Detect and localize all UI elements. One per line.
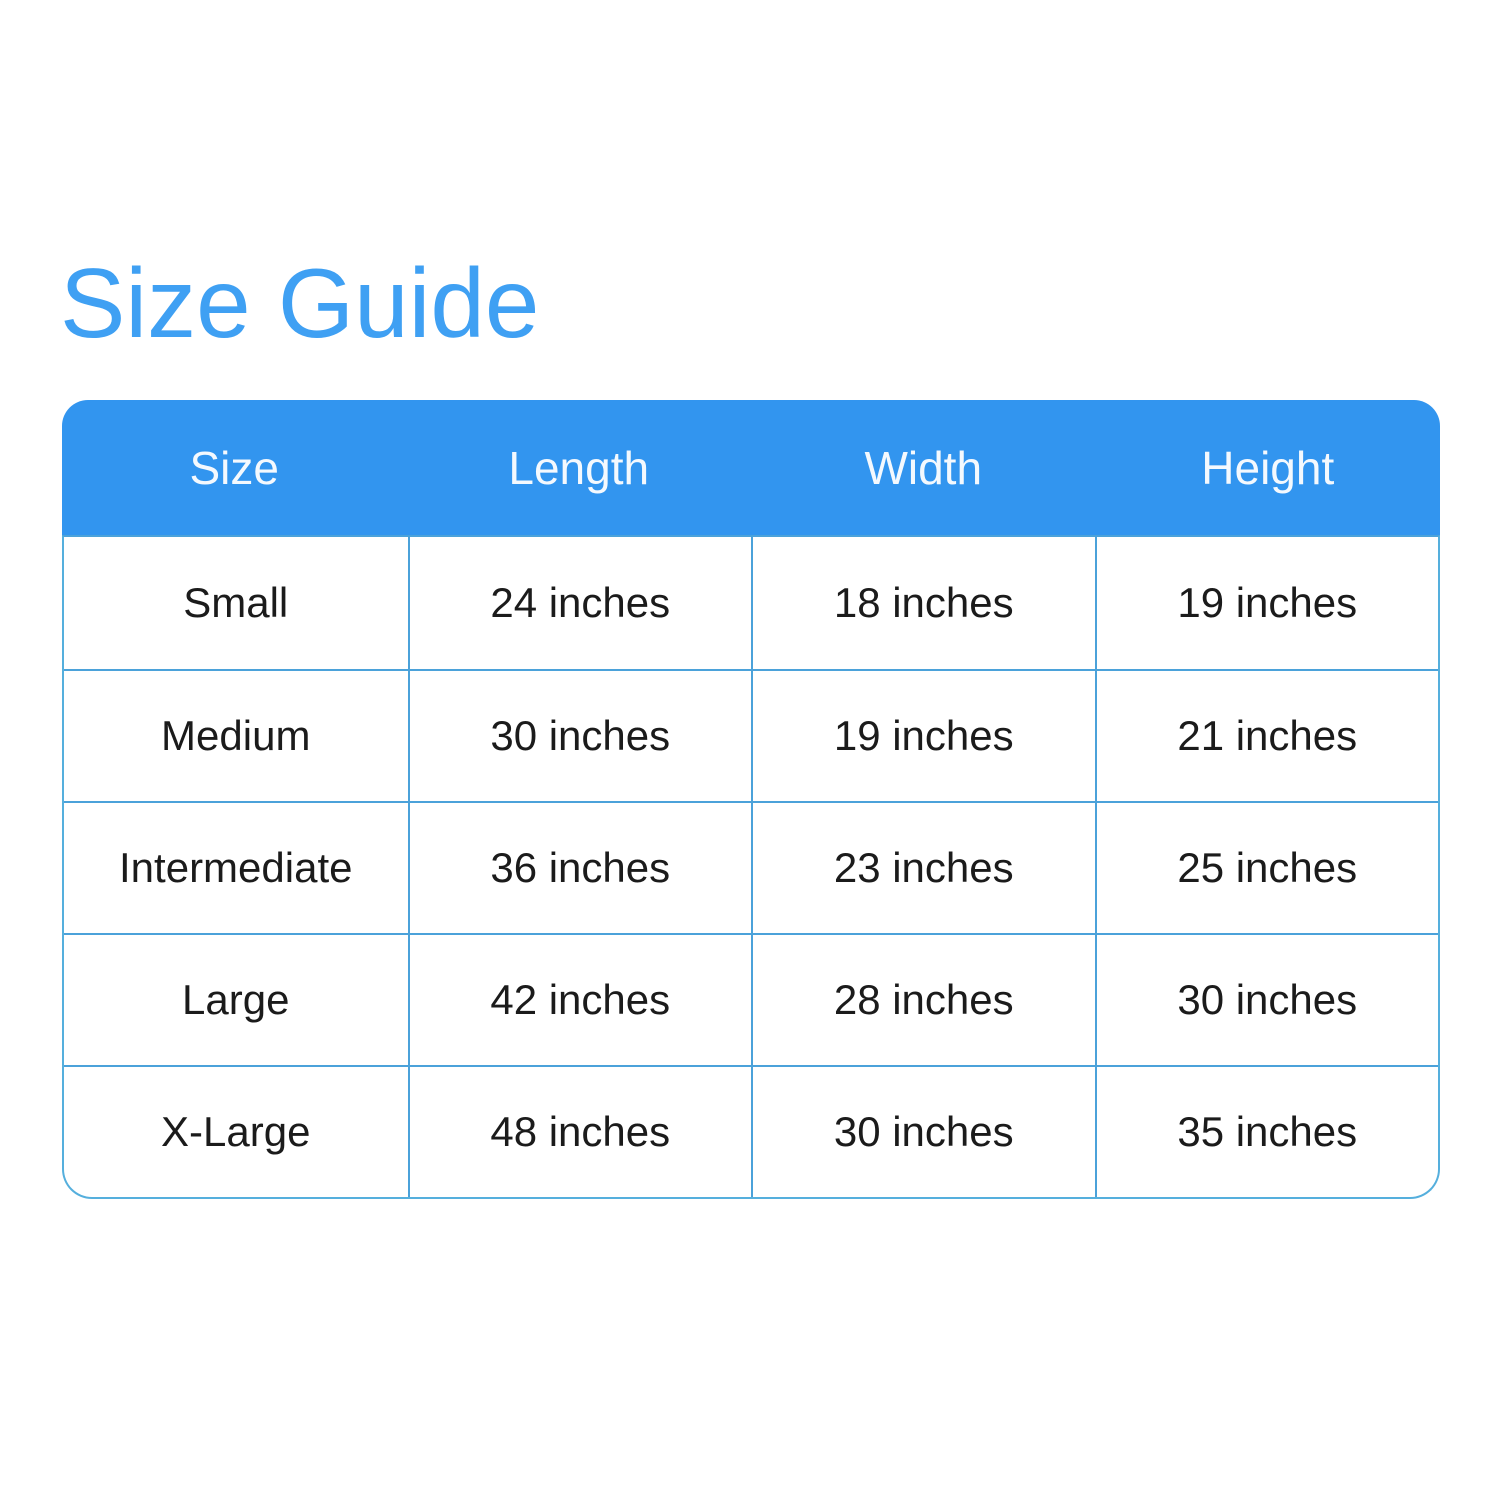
- table-row-medium: Medium 30 inches 19 inches 21 inches: [64, 669, 1438, 801]
- page-title: Size Guide: [60, 248, 540, 358]
- table-row-large: Large 42 inches 28 inches 30 inches: [64, 933, 1438, 1065]
- table-row-small: Small 24 inches 18 inches 19 inches: [64, 537, 1438, 669]
- cell-height: 35 inches: [1094, 1067, 1439, 1197]
- cell-width: 30 inches: [751, 1067, 1095, 1197]
- cell-length: 36 inches: [407, 803, 752, 933]
- table-row-xlarge: X-Large 48 inches 30 inches 35 inches: [64, 1065, 1438, 1197]
- cell-length: 30 inches: [407, 671, 752, 801]
- cell-width: 18 inches: [751, 537, 1095, 669]
- size-guide-table: Size Length Width Height Small 24 inches…: [62, 400, 1440, 1199]
- cell-length: 24 inches: [407, 537, 752, 669]
- cell-height: 19 inches: [1094, 537, 1439, 669]
- cell-length: 42 inches: [407, 935, 752, 1065]
- cell-height: 25 inches: [1094, 803, 1439, 933]
- cell-width: 19 inches: [751, 671, 1095, 801]
- table-header-row: Size Length Width Height: [62, 400, 1440, 535]
- cell-size: X-Large: [161, 1108, 311, 1155]
- cell-length: 48 inches: [407, 1067, 752, 1197]
- cell-size: Intermediate: [119, 844, 353, 891]
- cell-size: Large: [182, 976, 290, 1023]
- cell-size: Medium: [161, 712, 311, 759]
- table-row-intermediate: Intermediate 36 inches 23 inches 25 inch…: [64, 801, 1438, 933]
- cell-height: 30 inches: [1094, 935, 1439, 1065]
- table-body: Small 24 inches 18 inches 19 inches Medi…: [62, 535, 1440, 1199]
- cell-width: 28 inches: [751, 935, 1095, 1065]
- cell-size: Small: [183, 579, 289, 626]
- column-header-length: Length: [508, 441, 650, 494]
- column-header-height: Height: [1201, 441, 1335, 494]
- column-header-size: Size: [189, 441, 279, 494]
- column-header-width: Width: [864, 441, 983, 494]
- cell-width: 23 inches: [751, 803, 1095, 933]
- cell-height: 21 inches: [1094, 671, 1439, 801]
